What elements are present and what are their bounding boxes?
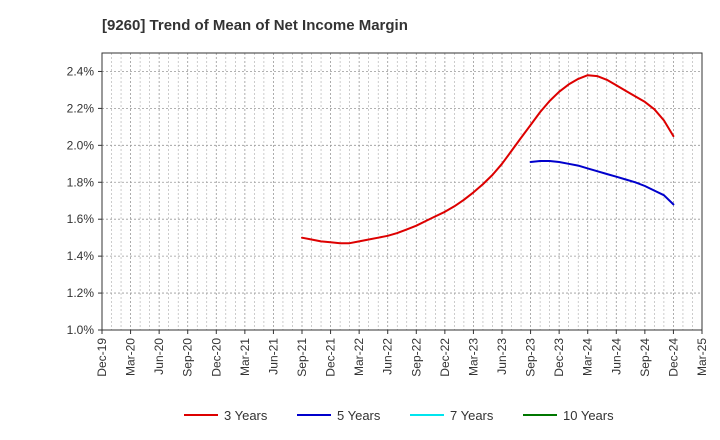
y-tick-label: 1.6% (67, 212, 95, 226)
y-tick-label: 2.4% (67, 64, 95, 78)
legend-label: 7 Years (450, 408, 494, 423)
x-tick-label: Jun-20 (152, 338, 166, 375)
x-tick-label: Jun-22 (381, 338, 395, 375)
y-tick-label: 2.0% (67, 138, 95, 152)
plot-border (101, 52, 703, 331)
x-tick-label: Dec-23 (552, 338, 566, 377)
plot-frame (101, 52, 703, 331)
x-tick-label: Sep-24 (638, 338, 652, 377)
x-tick-label: Dec-19 (95, 338, 109, 377)
y-tick-label: 1.4% (67, 249, 95, 263)
x-tick-label: Mar-24 (581, 338, 595, 376)
x-tick-label: Dec-21 (324, 338, 338, 377)
x-tick-label: Sep-23 (524, 338, 538, 377)
y-tick-label: 1.2% (67, 286, 95, 300)
series-line-3-years (301, 74, 675, 245)
series-line-5-years (529, 160, 675, 206)
x-tick-label: Sep-21 (295, 338, 309, 377)
legend-label: 5 Years (337, 408, 381, 423)
x-tick-label: Mar-25 (695, 338, 709, 376)
legend-label: 10 Years (563, 408, 614, 423)
x-tick-label: Jun-23 (495, 338, 509, 375)
x-axis: Dec-19 Mar-20 Jun-20 Sep-20 Dec-20 Mar-21 Jun-… (95, 330, 709, 377)
legend: 3 Years 5 Years 7 Years 10 Years (184, 408, 614, 423)
x-tick-label: Dec-22 (438, 338, 452, 377)
y-tick-label: 1.0% (67, 323, 95, 337)
series-lines (301, 74, 675, 245)
x-tick-label: Sep-22 (409, 338, 423, 377)
x-tick-label: Jun-21 (266, 338, 280, 375)
x-tick-label: Dec-24 (666, 338, 680, 377)
legend-label: 3 Years (224, 408, 268, 423)
x-tick-label: Mar-21 (238, 338, 252, 376)
y-tick-label: 2.2% (67, 101, 95, 115)
x-tick-label: Sep-20 (181, 338, 195, 377)
x-tick-label: Mar-22 (352, 338, 366, 376)
x-tick-label: Jun-24 (609, 338, 623, 375)
chart-title: [9260] Trend of Mean of Net Income Margi… (102, 17, 408, 34)
x-tick-label: Dec-20 (209, 338, 223, 377)
y-axis: 1.0% 1.2% 1.4% 1.6% 1.8% 2.0% 2.2% 2.4% (67, 64, 102, 337)
y-tick-label: 1.8% (67, 175, 95, 189)
x-tick-label: Mar-20 (124, 338, 138, 376)
grid (101, 53, 703, 331)
x-tick-label: Mar-23 (466, 338, 480, 376)
